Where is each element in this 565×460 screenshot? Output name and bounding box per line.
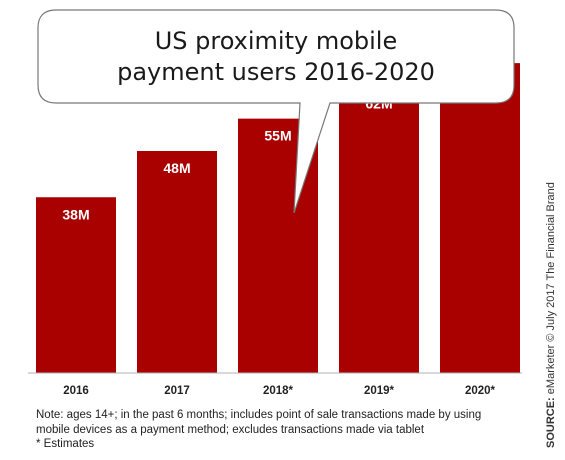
data-label-2017: 48M <box>163 160 190 176</box>
x-tick-2016: 2016 <box>63 385 89 397</box>
footnote-estimates: * Estimates <box>36 438 95 450</box>
bar-2017 <box>137 151 217 373</box>
x-tick-2017: 2017 <box>164 385 190 397</box>
bar-2020 <box>440 63 520 373</box>
title-callout-bubble <box>37 9 515 214</box>
footnote: Note: ages 14+; in the past 6 months; in… <box>36 408 536 452</box>
footnote-line-2: mobile devices as a payment method; excl… <box>36 423 425 436</box>
chart-title-line-2: payment users 2016-2020 <box>117 58 435 86</box>
source-text: eMarketer © July 2017 The Financial Bran… <box>545 182 557 398</box>
bar-2016 <box>36 197 116 373</box>
data-label-2018: 55M <box>264 128 291 144</box>
data-label-2016: 38M <box>62 206 89 222</box>
footnote-line-1: Note: ages 14+; in the past 6 months; in… <box>36 409 482 421</box>
x-tick-2019: 2019* <box>364 385 395 397</box>
x-tick-labels: 2016 2017 2018* 2019* 2020* <box>63 385 495 397</box>
source-credit: SOURCE: eMarketer © July 2017 The Financ… <box>545 182 557 448</box>
chart-title-line-1: US proximity mobile <box>155 27 398 55</box>
x-tick-2018: 2018* <box>263 385 294 397</box>
source-label: SOURCE: <box>545 397 557 448</box>
bar-2019 <box>339 86 419 373</box>
x-tick-2020: 2020* <box>465 385 496 397</box>
bars-group: 38M48M55M62M67M <box>36 63 520 373</box>
